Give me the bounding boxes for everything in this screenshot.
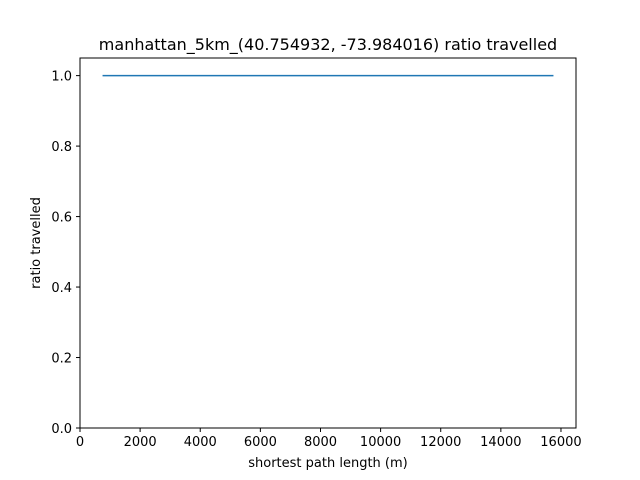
x-tick-label: 4000 <box>184 435 217 450</box>
x-tick-label: 2000 <box>124 435 157 450</box>
y-tick-label: 0.0 <box>51 422 72 437</box>
x-tick-label: 6000 <box>244 435 277 450</box>
x-tick-label: 16000 <box>540 435 581 450</box>
y-tick-label: 0.4 <box>51 281 72 296</box>
x-tick-label: 0 <box>76 435 84 450</box>
y-tick-label: 1.0 <box>51 70 72 85</box>
y-axis-ticks: 0.0 0.2 0.4 0.6 0.8 1.0 <box>51 70 80 437</box>
y-tick-label: 0.2 <box>51 352 72 367</box>
plot-area <box>79 57 577 429</box>
y-tick-label: 0.6 <box>51 211 72 226</box>
x-tick-label: 14000 <box>480 435 521 450</box>
chart-title: manhattan_5km_(40.754932, -73.984016) ra… <box>99 35 557 55</box>
axes-frame <box>79 57 577 429</box>
x-tick-label: 12000 <box>420 435 461 450</box>
x-tick-label: 10000 <box>360 435 401 450</box>
y-axis-label: ratio travelled <box>29 197 44 289</box>
y-tick-label: 0.8 <box>51 140 72 155</box>
x-axis-label: shortest path length (m) <box>248 456 407 471</box>
x-tick-label: 8000 <box>304 435 337 450</box>
x-axis-ticks: 0 2000 4000 6000 8000 10000 12000 14000 16000 <box>76 428 582 450</box>
